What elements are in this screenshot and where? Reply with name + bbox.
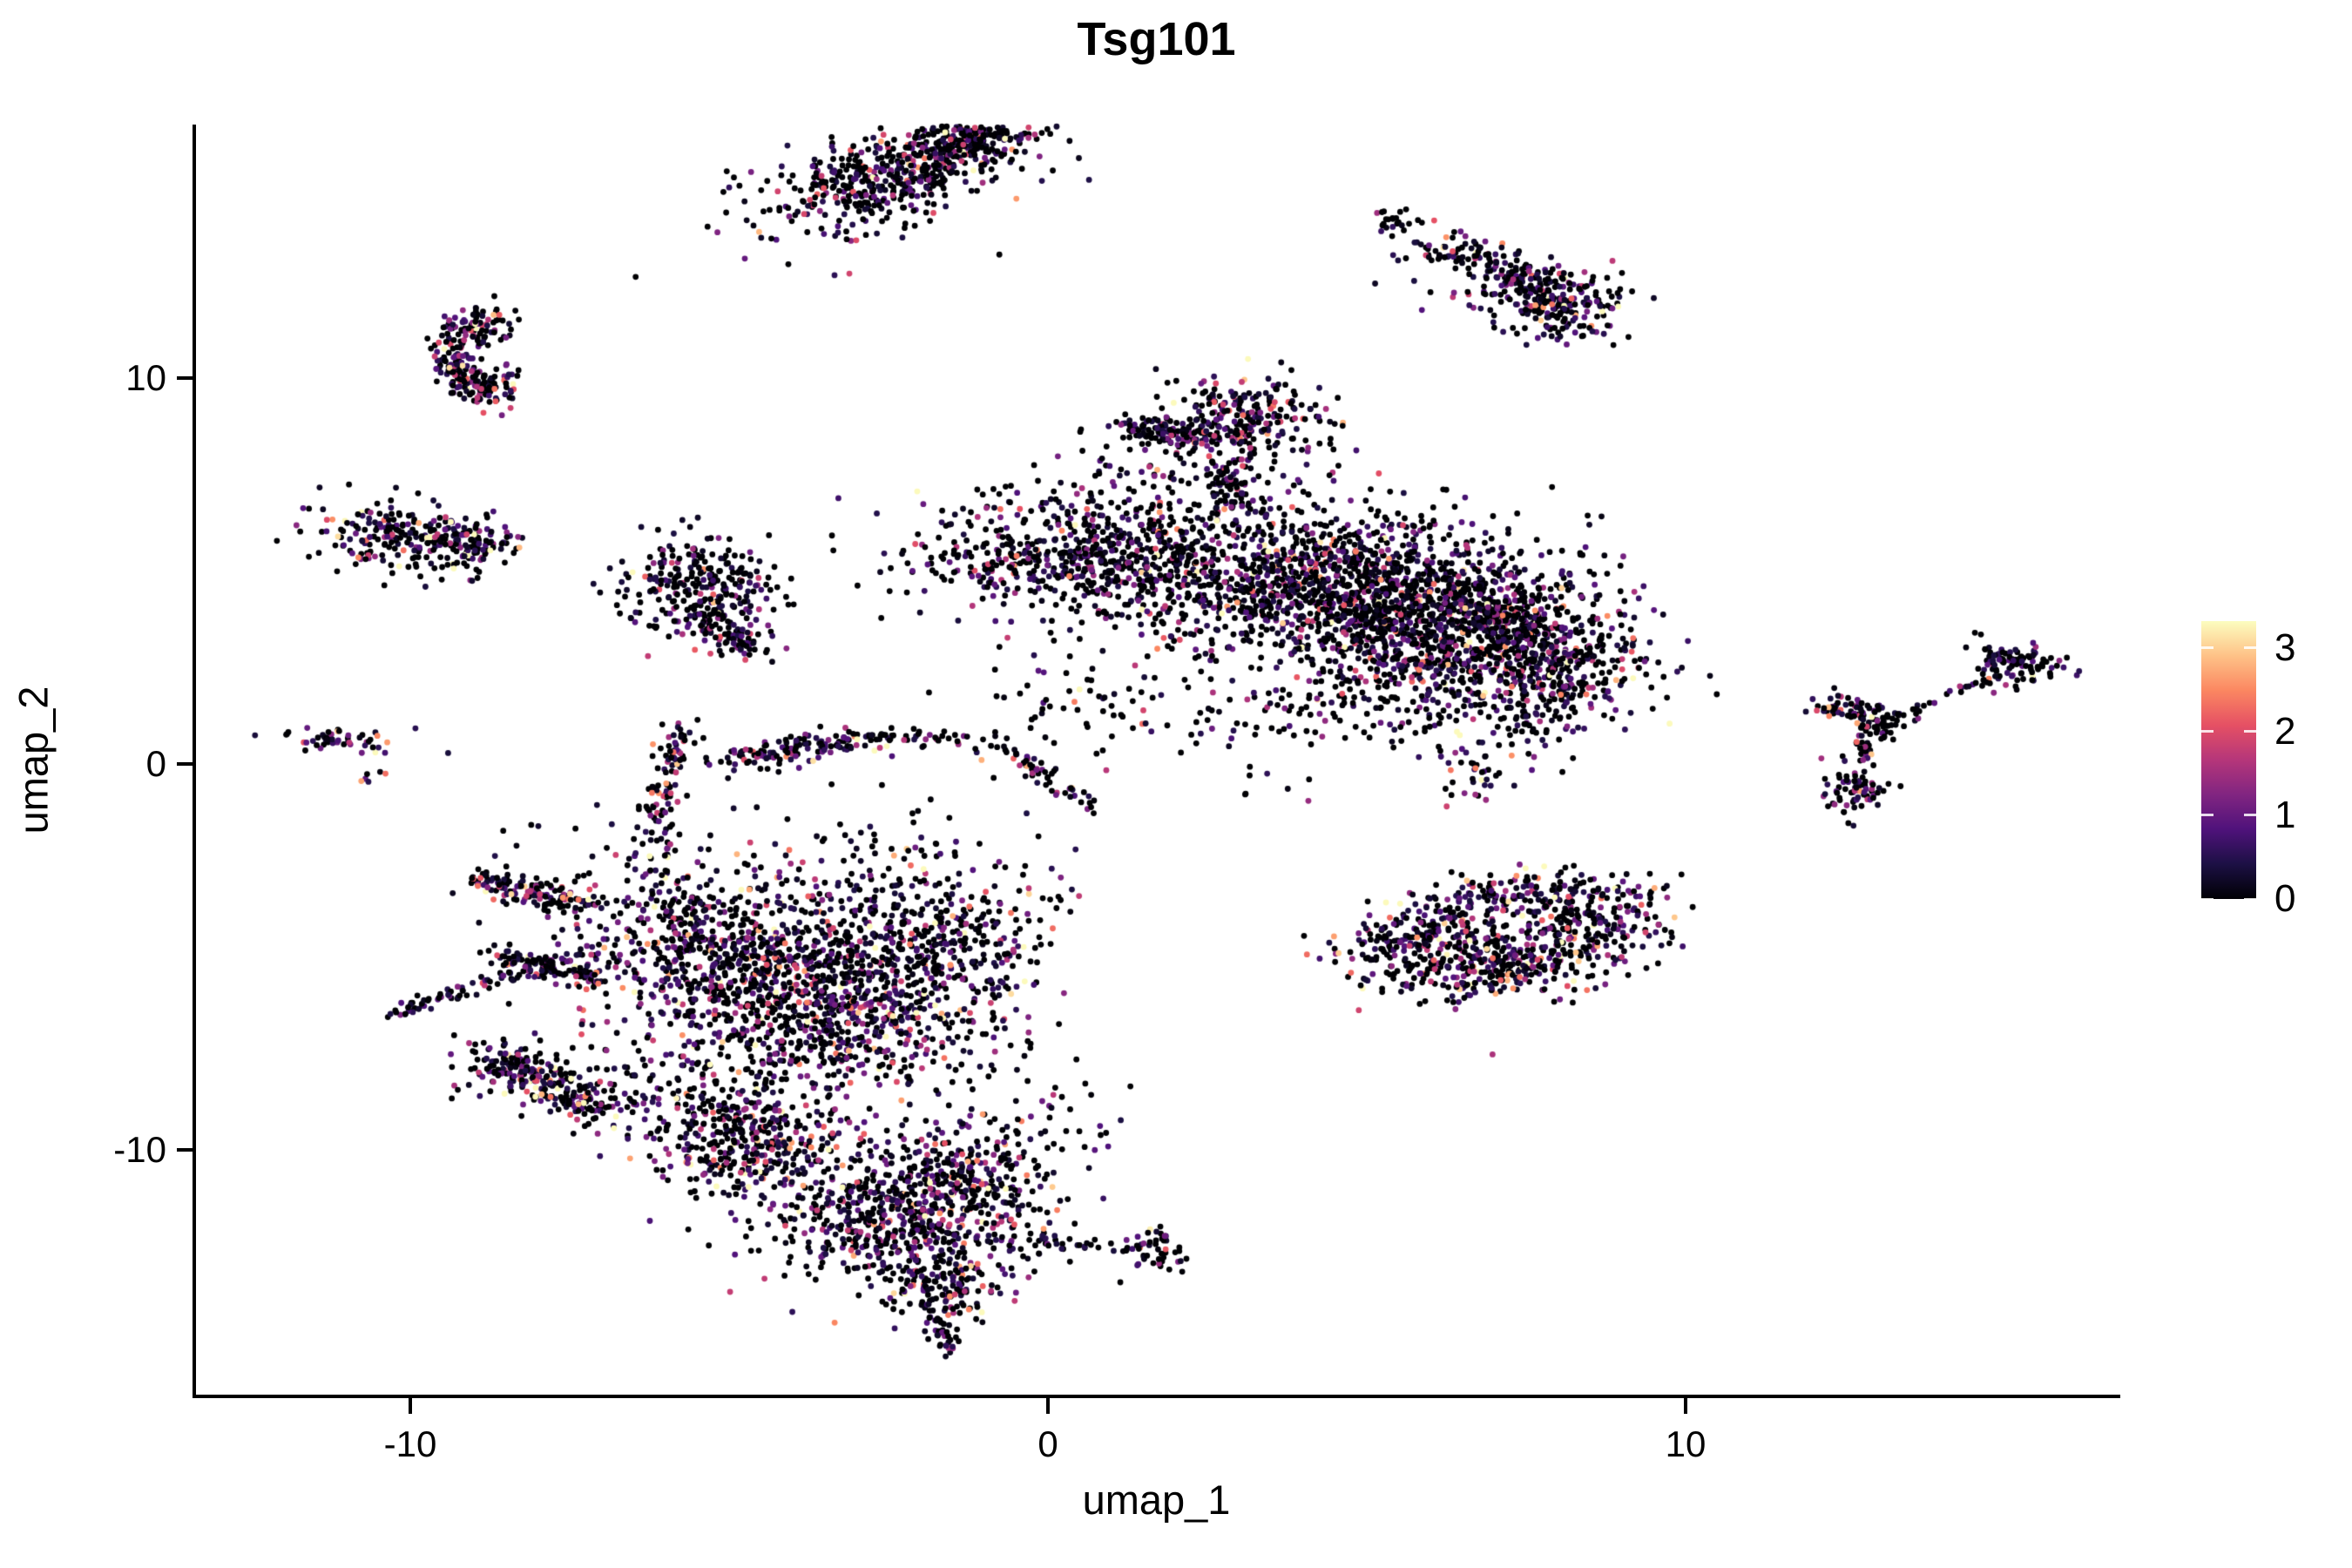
y-axis-title: umap_2 <box>10 686 57 835</box>
plot-title: Tsg101 <box>1077 13 1236 65</box>
colorbar-tick-label: 2 <box>2274 709 2296 753</box>
colorbar-tick-mark <box>2201 730 2213 733</box>
colorbar-tick-mark <box>2244 814 2256 817</box>
colorbar-tick-mark <box>2244 897 2256 901</box>
x-axis-tick-mark <box>1046 1398 1050 1414</box>
x-axis-tick-mark <box>409 1398 412 1414</box>
y-axis-tick-mark <box>177 1148 193 1152</box>
colorbar-gradient <box>2201 621 2256 899</box>
colorbar-tick-label: 0 <box>2274 877 2296 920</box>
y-axis-tick-label: 0 <box>145 743 166 784</box>
x-axis-tick-label: 10 <box>1665 1423 1707 1464</box>
colorbar-tick-label: 1 <box>2274 793 2296 836</box>
y-axis-tick-label: -10 <box>113 1129 166 1170</box>
y-axis-tick-mark <box>177 376 193 380</box>
colorbar-tick-mark <box>2201 814 2213 817</box>
x-axis-line <box>193 1395 2120 1398</box>
y-axis-tick-mark <box>177 762 193 766</box>
colorbar-tick-mark <box>2244 646 2256 650</box>
colorbar-tick-label: 3 <box>2274 625 2296 669</box>
x-axis-tick-mark <box>1684 1398 1687 1414</box>
colorbar-tick-mark <box>2201 646 2213 650</box>
y-axis-tick-label: 10 <box>125 357 166 398</box>
x-axis-title: umap_1 <box>1082 1477 1231 1523</box>
colorbar-tick-mark <box>2201 897 2213 901</box>
x-axis-tick-label: 0 <box>1037 1423 1058 1464</box>
colorbar-tick-mark <box>2244 730 2256 733</box>
x-axis-tick-label: -10 <box>383 1423 437 1464</box>
y-axis-line <box>193 125 196 1398</box>
